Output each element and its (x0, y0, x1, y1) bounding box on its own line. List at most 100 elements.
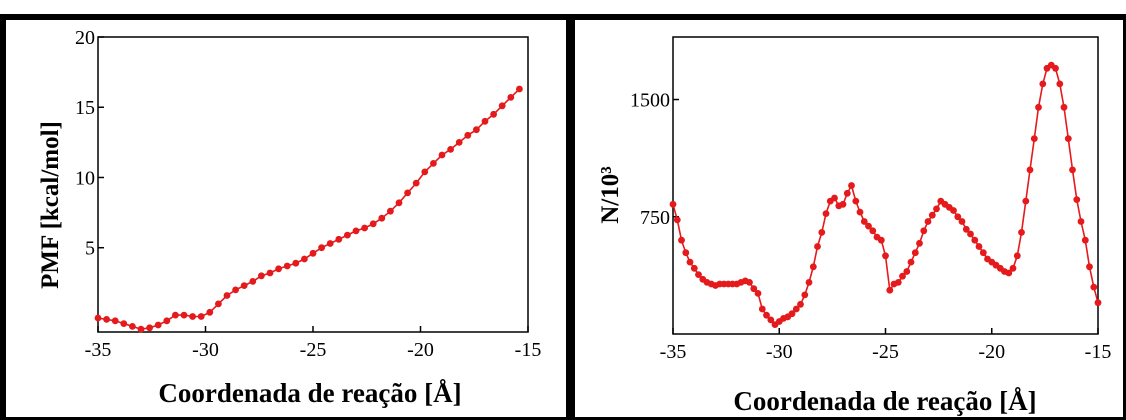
x-tick-label: -25 (300, 339, 327, 361)
x-tick-label: -20 (978, 341, 1005, 363)
data-point (1081, 236, 1089, 244)
data-point (481, 117, 489, 125)
plot-area-frame (97, 36, 529, 333)
data-point (903, 268, 911, 275)
data-point (232, 286, 240, 294)
data-point (750, 285, 758, 293)
data-point (223, 292, 231, 299)
data-point (865, 222, 872, 230)
data-point (137, 325, 145, 333)
data-point (877, 236, 885, 244)
data-point (746, 279, 753, 286)
data-point (882, 252, 889, 260)
x-tick-label: -20 (407, 339, 434, 361)
data-point (1013, 252, 1021, 260)
x-tick-label: -15 (1085, 341, 1112, 363)
data-point (690, 264, 698, 272)
data-point (1039, 80, 1047, 88)
x-axis-label: Coordenada de reação [Å] (158, 378, 461, 408)
data-point (111, 317, 119, 325)
data-point (438, 151, 446, 159)
data-point (94, 314, 102, 322)
data-point (1009, 264, 1017, 272)
data-point (856, 208, 864, 216)
x-tick-label: -35 (85, 339, 112, 361)
x-tick-label: -30 (766, 341, 793, 363)
data-point (498, 102, 506, 110)
y-tick-label: 15 (75, 97, 95, 119)
data-point (326, 240, 334, 247)
count-chart: N/10³ Coordenada de reação [Å] -35 -30 -25… (597, 36, 1112, 416)
data-point (473, 126, 480, 134)
data-point (818, 229, 826, 236)
data-point (767, 316, 775, 324)
x-axis-label: Coordenada de reação [Å] (733, 386, 1036, 416)
data-point (146, 324, 154, 332)
y-tick-label: 1500 (630, 90, 670, 112)
data-point (249, 278, 257, 285)
data-point (352, 227, 360, 235)
data-point (920, 227, 928, 235)
data-point (1064, 135, 1072, 143)
data-point (1030, 135, 1038, 143)
data-point (395, 199, 403, 207)
data-point (869, 227, 877, 235)
data-point (1060, 103, 1068, 111)
data-point (240, 282, 248, 289)
data-point (172, 311, 179, 319)
data-point (387, 207, 394, 215)
data-point (673, 216, 681, 224)
plot-area-frame (672, 36, 1099, 335)
data-point (962, 225, 970, 233)
data-point (1094, 299, 1102, 307)
data-point (792, 305, 800, 313)
data-point (369, 220, 377, 228)
data-point (421, 168, 429, 176)
data-point (1073, 196, 1081, 204)
data-point (206, 308, 214, 316)
data-point (507, 94, 515, 101)
data-point (154, 321, 162, 329)
data-point (335, 235, 343, 243)
data-point (309, 249, 317, 257)
data-point (950, 207, 957, 214)
data-point (258, 272, 265, 280)
data-point (971, 236, 979, 244)
data-point (344, 231, 351, 239)
data-point (447, 146, 454, 153)
y-tick-label: 10 (75, 167, 95, 189)
data-point (809, 263, 817, 271)
data-point (301, 255, 308, 263)
data-point (1069, 166, 1076, 174)
data-point (801, 291, 809, 299)
data-point (455, 139, 463, 146)
data-point (695, 271, 702, 278)
data-point (215, 300, 222, 308)
data-point (292, 259, 300, 267)
data-point (928, 211, 936, 219)
y-axis-label: PMF [kcal/mol] (37, 121, 64, 289)
data-point (886, 286, 894, 294)
data-point (1056, 80, 1064, 88)
data-point (822, 210, 830, 218)
figure-frame (0, 14, 1126, 420)
data-point (103, 316, 110, 323)
data-point (843, 189, 851, 197)
data-point (967, 230, 974, 238)
pmf-chart: PMF [kcal/mol] Coordenada de reação [Å] … (37, 27, 541, 408)
data-point (1035, 103, 1042, 111)
data-point (1052, 64, 1059, 72)
series-line (97, 88, 520, 331)
data-point (275, 265, 282, 273)
right-panel-border (569, 14, 1126, 420)
data-point (318, 244, 325, 252)
data-point (682, 249, 690, 257)
data-point (1077, 218, 1085, 225)
data-point (412, 179, 420, 187)
data-point (129, 323, 136, 330)
data-point (490, 110, 497, 118)
data-point (378, 214, 386, 222)
data-point (763, 311, 770, 319)
data-point (924, 218, 932, 225)
data-point (516, 85, 523, 93)
